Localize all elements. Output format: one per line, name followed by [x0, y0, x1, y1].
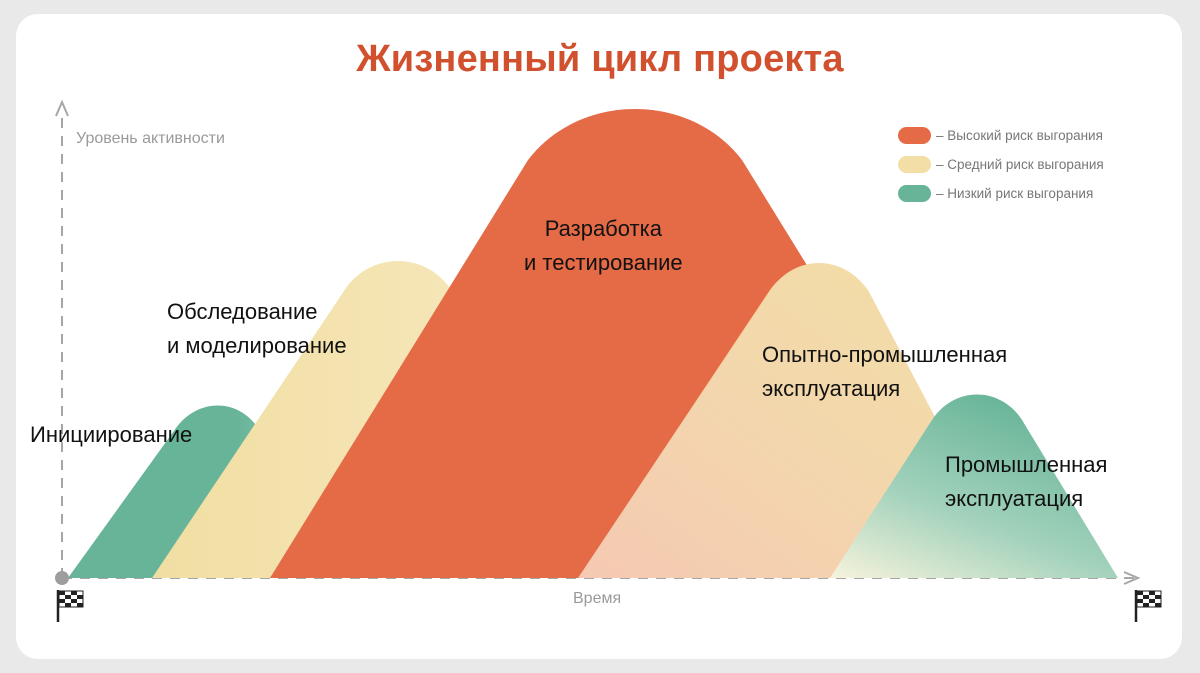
legend-item-medium: – Средний риск выгорания — [898, 150, 1104, 179]
checkered-flag-icon — [1134, 590, 1162, 622]
phase-label-line: Разработка — [544, 216, 662, 241]
x-axis-arrow-icon — [1123, 571, 1141, 585]
origin-dot — [55, 571, 69, 585]
phase-label-line: Опытно-промышленная — [762, 342, 1008, 367]
legend-item-high: – Высокий риск выгорания — [898, 121, 1104, 150]
legend-swatch — [898, 185, 931, 202]
legend-label: – Низкий риск выгорания — [936, 186, 1094, 201]
legend: – Высокий риск выгорания – Средний риск … — [898, 121, 1104, 208]
phase-label-line: и тестирование — [524, 250, 683, 275]
y-axis-label: Уровень активности — [76, 130, 225, 147]
phase-shape-production — [830, 394, 1118, 578]
phase-label-line: и моделирование — [167, 333, 347, 358]
phase-label-line: эксплуатация — [945, 486, 1084, 511]
legend-label: – Средний риск выгорания — [936, 157, 1104, 172]
phase-label-line: Обследование — [167, 299, 318, 324]
phase-label-initiation: Инициирование — [30, 418, 192, 452]
phase-label-survey: Обследование и моделирование — [167, 295, 347, 363]
legend-item-low: – Низкий риск выгорания — [898, 179, 1104, 208]
checkered-flag-icon — [56, 590, 84, 622]
legend-label: – Высокий риск выгорания — [936, 128, 1103, 143]
legend-swatch — [898, 127, 931, 144]
phase-label-production: Промышленная эксплуатация — [945, 448, 1107, 516]
phase-label-pilot: Опытно-промышленная эксплуатация — [762, 338, 1007, 406]
diagram-title: Жизненный цикл проекта — [356, 38, 844, 80]
phase-label-line: Инициирование — [30, 422, 193, 447]
phase-label-line: Промышленная — [945, 452, 1108, 477]
phase-label-development: Разработка и тестирование — [524, 212, 683, 280]
legend-swatch — [898, 156, 931, 173]
y-axis-arrow-icon — [55, 99, 69, 117]
phase-label-line: эксплуатация — [762, 376, 901, 401]
x-axis-label: Время — [573, 590, 622, 607]
